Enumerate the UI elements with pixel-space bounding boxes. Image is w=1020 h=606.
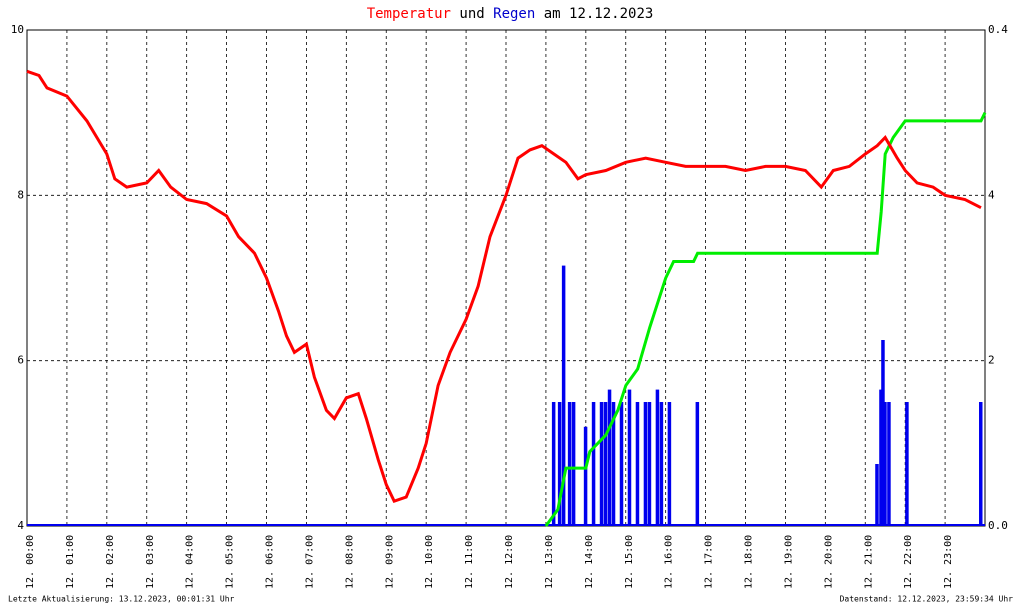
x-tick-label: 12. 21:00 xyxy=(863,535,874,589)
x-tick-label: 12. 23:00 xyxy=(943,535,954,589)
x-tick-label: 12. 22:00 xyxy=(903,535,914,589)
x-tick-label: 12. 04:00 xyxy=(185,535,196,589)
rain-bar xyxy=(571,402,576,526)
rain-bar xyxy=(979,402,983,526)
rain-bar xyxy=(557,402,562,526)
x-tick-label: 12. 07:00 xyxy=(304,535,315,589)
rain-bar xyxy=(627,389,632,526)
title-part: Temperatur xyxy=(367,6,451,22)
y-tick-label: 6 xyxy=(17,354,24,367)
title-part: Regen xyxy=(493,6,535,22)
footer-right: Datenstand: 12.12.2023, 23:59:34 Uhr xyxy=(840,595,1014,604)
rain-bar xyxy=(561,265,566,526)
x-tick-label: 12. 10:00 xyxy=(424,535,435,589)
x-tick-label: 12. 12:00 xyxy=(504,535,515,589)
rain-bar xyxy=(883,402,887,526)
title-part: und xyxy=(451,6,493,22)
rain-bar xyxy=(551,402,556,526)
x-tick-label: 12. 16:00 xyxy=(664,535,675,589)
footer-left: Letzte Aktualisierung: 13.12.2023, 00:01… xyxy=(8,595,235,604)
rain-bar xyxy=(643,402,648,526)
rain-bar xyxy=(887,402,891,526)
chart-title: Temperatur und Regen am 12.12.2023 xyxy=(367,6,654,22)
rain-bar xyxy=(879,389,883,526)
x-tick-label: 12. 06:00 xyxy=(265,535,276,589)
rain-bar xyxy=(591,402,596,526)
rain-bar xyxy=(619,402,624,526)
y-tick-label: 4 xyxy=(17,519,24,532)
x-tick-label: 12. 14:00 xyxy=(584,535,595,589)
rain-bar xyxy=(635,402,640,526)
y2-tick-label: 2 xyxy=(988,354,995,367)
x-tick-label: 12. 02:00 xyxy=(105,535,116,589)
x-tick-label: 12. 15:00 xyxy=(624,535,635,589)
rain-bar xyxy=(875,464,879,526)
title-part: am 12.12.2023 xyxy=(535,6,653,22)
x-tick-label: 12. 03:00 xyxy=(145,535,156,589)
rain-bar xyxy=(567,402,572,526)
rain-bar xyxy=(583,426,588,526)
rain-bar xyxy=(659,402,664,526)
rain-bar xyxy=(667,402,672,526)
x-tick-label: 12. 19:00 xyxy=(783,535,794,589)
rain-bar xyxy=(881,340,885,526)
x-tick-label: 12. 18:00 xyxy=(744,535,755,589)
rain-bar xyxy=(647,402,652,526)
x-tick-label: 12. 01:00 xyxy=(65,535,76,589)
rain-bar xyxy=(603,402,608,526)
x-tick-label: 12. 00:00 xyxy=(25,535,36,589)
x-tick-label: 12. 17:00 xyxy=(704,535,715,589)
x-tick-label: 12. 13:00 xyxy=(544,535,555,589)
rain-bar xyxy=(607,389,612,526)
series-line xyxy=(26,69,982,504)
rain-bar xyxy=(611,402,616,526)
x-tick-label: 12. 08:00 xyxy=(344,535,355,589)
y3-tick-label: 0.0 xyxy=(988,519,1008,532)
y3-tick-label: 0.4 xyxy=(988,23,1008,36)
x-tick-label: 12. 20:00 xyxy=(823,535,834,589)
y2-tick-label: 4 xyxy=(988,188,995,201)
rain-bar xyxy=(905,402,909,526)
rain-bar xyxy=(599,402,604,526)
y-tick-label: 8 xyxy=(17,188,24,201)
x-tick-label: 12. 09:00 xyxy=(384,535,395,589)
x-tick-label: 12. 05:00 xyxy=(225,535,236,589)
rain-bar xyxy=(655,389,660,526)
y-tick-label: 10 xyxy=(11,23,24,36)
rain-bar xyxy=(695,402,700,526)
x-tick-label: 12. 11:00 xyxy=(464,535,475,589)
